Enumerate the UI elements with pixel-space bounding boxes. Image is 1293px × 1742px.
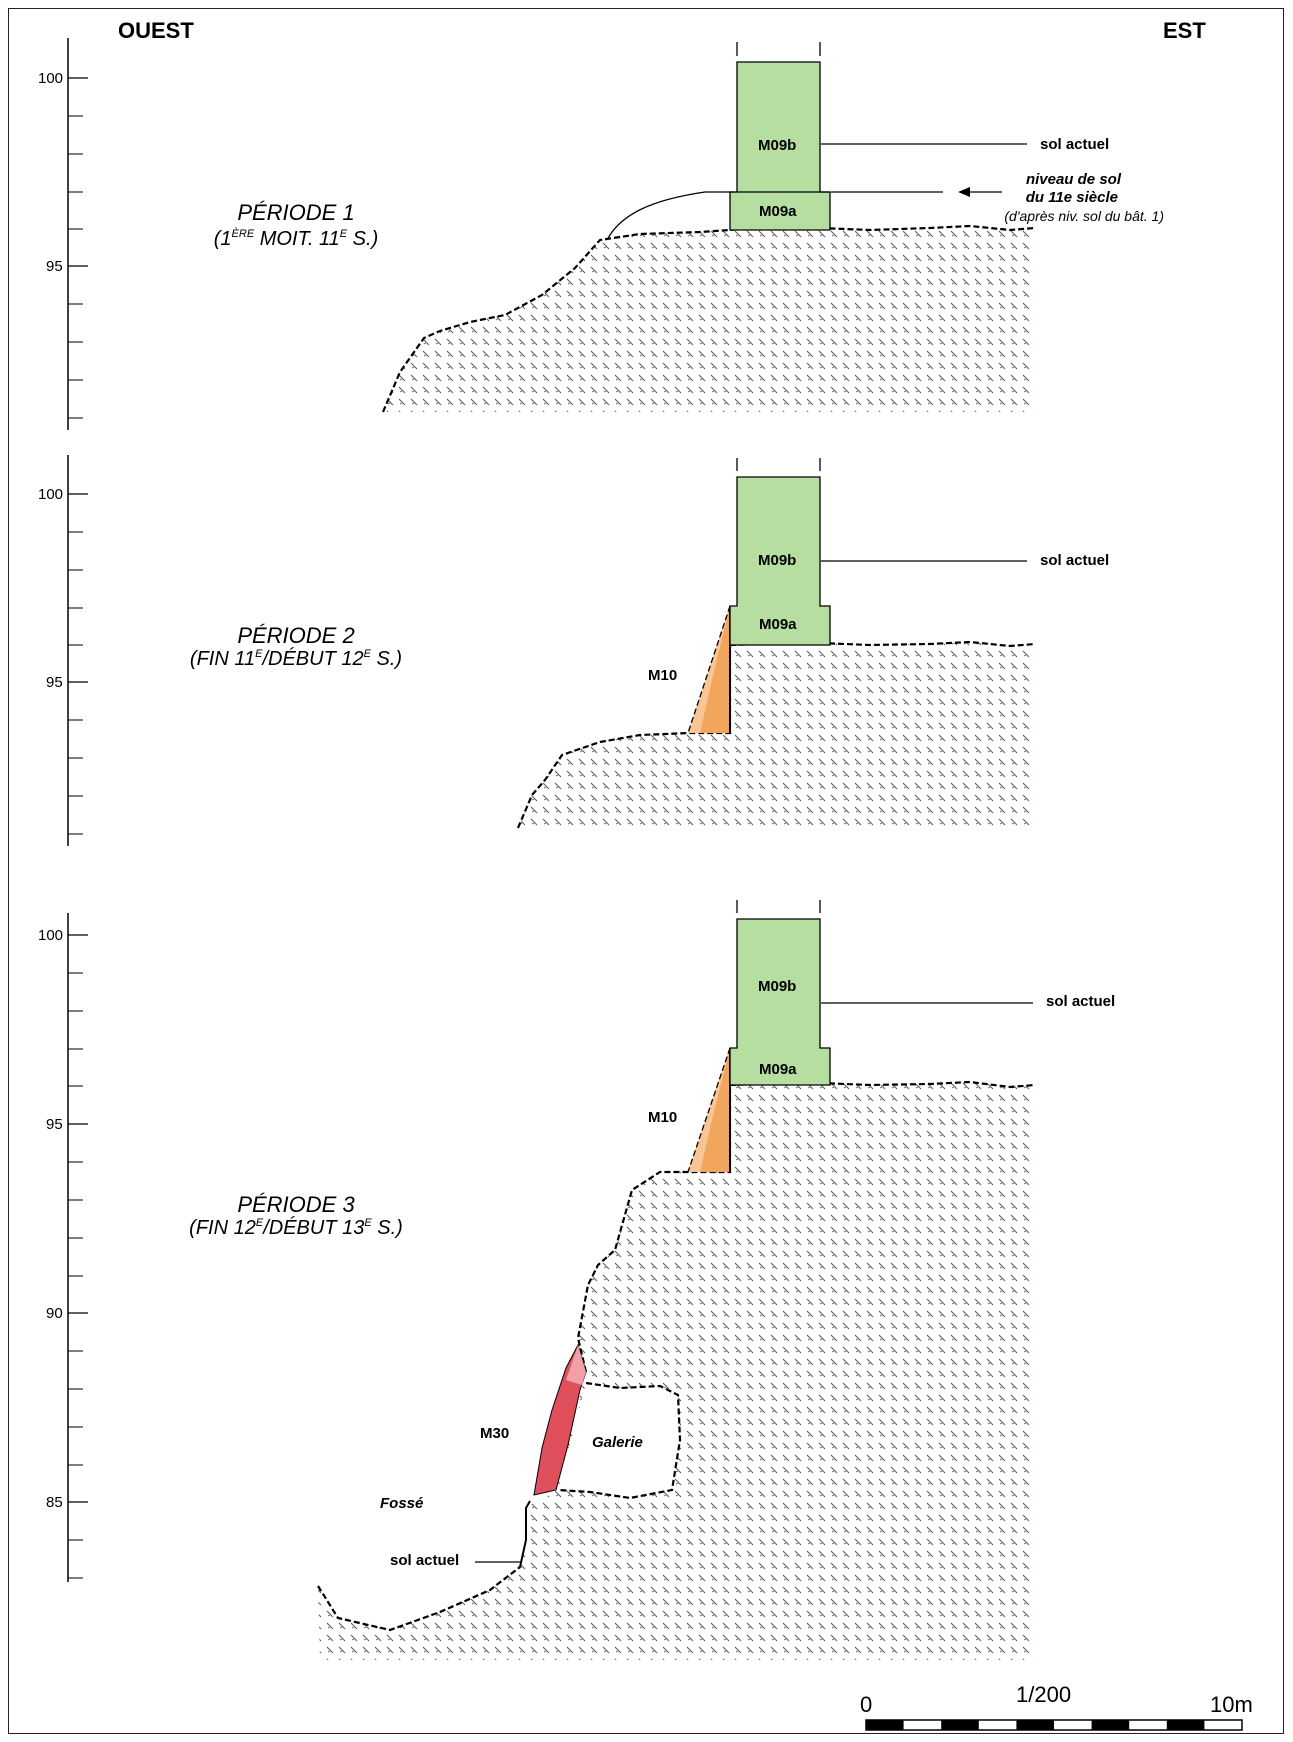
scale-ratio: 1/200: [1016, 1682, 1071, 1707]
scale-end: 10m: [1210, 1692, 1253, 1717]
sol-actuel-label: sol actuel: [1046, 993, 1115, 1010]
wall-label-m10: M10: [648, 1109, 677, 1126]
period-subtitle: (FIN 12E/DÉBUT 13E S.): [189, 1216, 403, 1239]
fosse-label: Fossé: [380, 1495, 423, 1512]
tick-label-95: 95: [46, 674, 63, 691]
wall-m09: M09b M09a: [729, 458, 831, 646]
wall-label-m09a: M09a: [759, 616, 797, 633]
panel-periode-3: 100 95 90 85 M30 Galerie Fossé sol actue…: [38, 900, 1115, 1660]
wall-label-m09b: M09b: [758, 137, 796, 154]
wall-m09: M09b M09a: [729, 900, 831, 1086]
scale-bar: 0 1/200 10m: [860, 1682, 1253, 1731]
panel-periode-1: 100 95 M09b M09a sol actuel niveau de so…: [38, 38, 1164, 430]
sol-actuel-label: sol actuel: [1040, 552, 1109, 569]
terrain-section: [318, 1082, 1035, 1660]
altitude-scale: 100 95: [38, 455, 88, 846]
period-title: PÉRIODE 1: [237, 200, 354, 225]
niveau-label-line1: niveau de sol: [1026, 171, 1122, 188]
east-label: EST: [1163, 18, 1206, 43]
panel-periode-2: 100 95 M10 M09b M09a sol actuel PÉRIODE …: [38, 455, 1109, 846]
wall-label-m30: M30: [480, 1425, 509, 1442]
wall-m10: M10: [648, 1047, 731, 1173]
niveau-note: (d'après niv. sol du bât. 1): [1004, 208, 1164, 224]
scale-start: 0: [860, 1692, 872, 1717]
niveau-label-line2: du 11e siècle: [1026, 189, 1118, 206]
period-subtitle: (FIN 11E/DÉBUT 12E S.): [190, 647, 402, 670]
wall-label-m10: M10: [648, 667, 677, 684]
west-label: OUEST: [118, 18, 194, 43]
wall-label-m09b: M09b: [758, 552, 796, 569]
terrain-section: [518, 642, 1035, 828]
wall-m30: M30: [480, 1343, 587, 1496]
tick-label-95: 95: [46, 258, 63, 275]
period-subtitle: (1ÈRE MOIT. 11E S.): [214, 227, 378, 250]
tick-label-100: 100: [38, 70, 63, 87]
terrain-section: [383, 226, 1035, 412]
wall-label-m09a: M09a: [759, 203, 797, 220]
tick-label-100: 100: [38, 486, 63, 503]
wall-label-m09a: M09a: [759, 1061, 797, 1078]
wall-m10: M10: [648, 605, 731, 734]
tick-label-85: 85: [46, 1494, 63, 1511]
wall-m09: M09b M09a: [729, 42, 831, 231]
period-title: PÉRIODE 2: [237, 623, 354, 648]
galerie-label: Galerie: [592, 1434, 643, 1451]
arrow-left-icon: [958, 187, 970, 197]
tick-label-100: 100: [38, 927, 63, 944]
tick-label-95: 95: [46, 1116, 63, 1133]
sol-actuel-label: sol actuel: [1040, 136, 1109, 153]
period-title: PÉRIODE 3: [237, 1192, 355, 1217]
wall-label-m09b: M09b: [758, 978, 796, 995]
tick-label-90: 90: [46, 1305, 63, 1322]
figure-frame: [8, 8, 1284, 1734]
altitude-scale: 100 95 90 85: [38, 913, 88, 1582]
altitude-scale: 100 95: [38, 38, 88, 430]
sol-actuel-fosse-label: sol actuel: [390, 1552, 459, 1569]
galerie-outline: [557, 1381, 682, 1500]
